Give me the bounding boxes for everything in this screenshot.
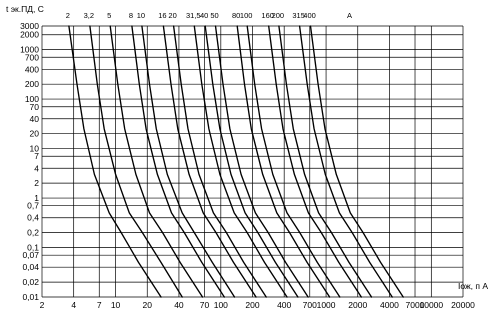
series-line-10 xyxy=(141,25,236,298)
y-tick-label: 1000 xyxy=(20,45,39,55)
series-label-31-5: 31,5 xyxy=(186,11,201,20)
x-tick-label: 400 xyxy=(277,300,291,310)
series-line-200 xyxy=(278,25,373,298)
series-line-5 xyxy=(109,25,204,298)
y-tick-label: 700 xyxy=(25,52,39,62)
series-line-80 xyxy=(236,25,331,298)
x-tick-label: 700 xyxy=(303,300,317,310)
curves xyxy=(68,25,404,298)
series-label-100: 100 xyxy=(240,11,253,20)
series-label-10: 10 xyxy=(137,11,145,20)
series-label-400: 400 xyxy=(303,11,316,20)
series-label-5: 5 xyxy=(107,11,111,20)
series-label-3-2: 3,2 xyxy=(84,11,94,20)
y-tick-label: 2000 xyxy=(20,30,39,40)
y-tick-label: 3000 xyxy=(20,21,39,31)
series-line-8 xyxy=(131,25,225,298)
y-tick-label: 0,2 xyxy=(27,228,39,238)
series-line-3-2 xyxy=(89,25,183,298)
x-tick-label: 200 xyxy=(245,300,259,310)
x-tick-label: 2000 xyxy=(348,300,367,310)
x-axis-title: Iож, п А xyxy=(458,281,488,291)
series-label-315: 315 xyxy=(292,11,305,20)
x-tick-label: 4000 xyxy=(380,300,399,310)
x-tick-label: 7 xyxy=(97,300,102,310)
y-tick-label: 0,02 xyxy=(22,277,39,287)
y-tick-label: 40 xyxy=(30,114,40,124)
y-tick-label: 0,1 xyxy=(27,243,39,253)
series-line-100 xyxy=(246,25,341,298)
series-line-16 xyxy=(162,25,257,298)
y-tick-label: 1 xyxy=(34,193,39,203)
x-tick-label: 10000 xyxy=(419,300,443,310)
y-tick-label: 0,01 xyxy=(22,292,39,302)
y-tick-label: 20 xyxy=(30,129,40,139)
y-tick-label: 10 xyxy=(30,144,40,154)
y-tick-label: 0,07 xyxy=(22,250,39,260)
series-line-160 xyxy=(268,25,362,298)
series-label-40: 40 xyxy=(200,11,208,20)
x-tick-label: 1000 xyxy=(317,300,336,310)
y-tick-label: 0,4 xyxy=(27,213,39,223)
y-tick-label: 0,04 xyxy=(22,262,39,272)
series-label-200: 200 xyxy=(272,11,285,20)
series-line-50 xyxy=(214,25,309,298)
series-label-16: 16 xyxy=(158,11,166,20)
x-tick-labels: 2 4 7 10 20 40 70 100 200 400 700 1000 2000 4000 70001… xyxy=(40,300,475,310)
x-tick-label: 4 xyxy=(71,300,76,310)
y-tick-label: 100 xyxy=(25,94,39,104)
x-tick-label: 100 xyxy=(214,300,228,310)
y-tick-label: 2 xyxy=(34,178,39,188)
series-label-50: 50 xyxy=(210,11,218,20)
y-axis-title: t эк.ПД, С xyxy=(6,4,44,14)
x-tick-label: 40 xyxy=(174,300,184,310)
series-line-20 xyxy=(172,25,267,298)
series-line-40 xyxy=(204,25,299,298)
rating-unit-label: А xyxy=(347,11,352,20)
series-label-20: 20 xyxy=(168,11,176,20)
series-label-160: 160 xyxy=(261,11,274,20)
series-label-80: 80 xyxy=(232,11,240,20)
series-line-31-5 xyxy=(193,25,288,298)
x-tick-label: 10 xyxy=(111,300,121,310)
x-tick-label: 20000 xyxy=(451,300,475,310)
y-tick-label: 70 xyxy=(30,102,40,112)
x-tick-label: 7000 xyxy=(406,300,425,310)
series-label-2: 2 xyxy=(66,11,70,20)
y-tick-label: 4 xyxy=(34,163,39,173)
y-tick-label: 7 xyxy=(34,151,39,161)
y-tick-label: 0,7 xyxy=(27,201,39,211)
x-tick-label: 70 xyxy=(200,300,210,310)
series-line-400 xyxy=(309,25,404,298)
y-tick-label: 200 xyxy=(25,79,39,89)
series-line-2 xyxy=(68,25,162,298)
series-line-315 xyxy=(298,25,393,298)
x-tick-label: 2 xyxy=(40,300,45,310)
y-tick-label: 400 xyxy=(25,64,39,74)
x-tick-label: 20 xyxy=(143,300,153,310)
series-label-8: 8 xyxy=(129,11,133,20)
